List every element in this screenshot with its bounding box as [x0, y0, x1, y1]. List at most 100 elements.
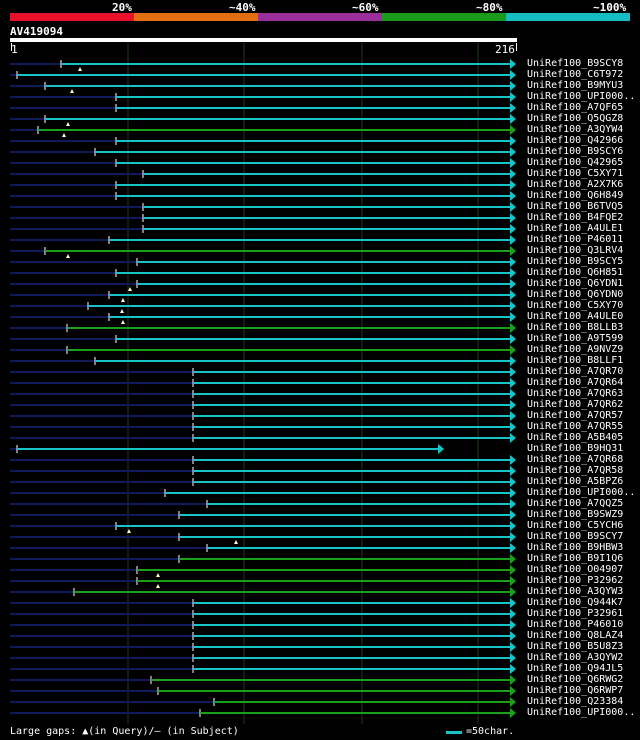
hit-end-arrow — [510, 246, 516, 256]
hit-label[interactable]: UniRef100_Q23384 — [527, 696, 624, 707]
hit-label[interactable]: UniRef100_C5YCH6 — [527, 520, 624, 531]
hit-label[interactable]: UniRef100_B9SCY8 — [527, 58, 624, 69]
hit-end-arrow — [510, 59, 516, 69]
hit-label[interactable]: UniRef100_UPI000.. — [527, 487, 636, 498]
hit-row — [10, 345, 516, 355]
hit-label[interactable]: UniRef100_Q5QGZ8 — [527, 113, 624, 124]
query-gap-marker — [62, 133, 66, 137]
hit-label[interactable]: UniRef100_Q94JL5 — [527, 663, 624, 674]
scale-label: =50char. — [466, 726, 515, 737]
hit-row — [10, 356, 516, 366]
hit-label[interactable]: UniRef100_B6TVQ5 — [527, 201, 624, 212]
hit-label[interactable]: UniRef100_B9HQ31 — [527, 443, 624, 454]
hit-row — [10, 202, 516, 212]
hit-label[interactable]: UniRef100_Q6H851 — [527, 267, 624, 278]
hit-label[interactable]: UniRef100_P46010 — [527, 619, 624, 630]
hit-label[interactable]: UniRef100_A7QR55 — [527, 421, 624, 432]
hit-label[interactable]: UniRef100_Q6YDN0 — [527, 289, 624, 300]
hit-end-arrow — [510, 488, 516, 498]
hit-label[interactable]: UniRef100_A3QYW4 — [527, 124, 624, 135]
hit-label[interactable]: UniRef100_A7QF65 — [527, 102, 624, 113]
hit-label[interactable]: UniRef100_B9MYU3 — [527, 80, 624, 91]
hit-label[interactable]: UniRef100_B8LLF1 — [527, 355, 624, 366]
hit-end-arrow — [510, 708, 516, 718]
hit-label[interactable]: UniRef100_Q944K7 — [527, 597, 624, 608]
hit-label[interactable]: UniRef100_Q6RWP7 — [527, 685, 624, 696]
large-gaps-legend: Large gaps: ▲(in Query)/– (in Subject) — [10, 726, 239, 737]
hit-end-arrow — [510, 378, 516, 388]
hit-end-arrow — [510, 224, 516, 234]
hit-label[interactable]: UniRef100_O04907 — [527, 564, 624, 575]
hit-label[interactable]: UniRef100_B9SCY6 — [527, 146, 624, 157]
hit-label[interactable]: UniRef100_A3QYW3 — [527, 586, 624, 597]
hit-label[interactable]: UniRef100_Q42965 — [527, 157, 624, 168]
hit-label[interactable]: UniRef100_A7QR62 — [527, 399, 624, 410]
axis-end-tick — [516, 43, 517, 51]
hit-label[interactable]: UniRef100_A9NVZ9 — [527, 344, 624, 355]
hit-end-arrow — [510, 466, 516, 476]
legend-swatch-2 — [258, 13, 382, 21]
hit-row — [10, 180, 516, 190]
hit-row — [10, 334, 516, 344]
hit-label[interactable]: UniRef100_A4ULE0 — [527, 311, 624, 322]
hit-row — [10, 565, 516, 577]
hit-label[interactable]: UniRef100_A5BPZ6 — [527, 476, 624, 487]
hit-label[interactable]: UniRef100_B8LLB3 — [527, 322, 624, 333]
hit-row — [10, 466, 516, 476]
hit-label[interactable]: UniRef100_A9T599 — [527, 333, 624, 344]
hit-label[interactable]: UniRef100_UPI000.. — [527, 91, 636, 102]
hit-label[interactable]: UniRef100_Q42966 — [527, 135, 624, 146]
hit-label[interactable]: UniRef100_P32961 — [527, 608, 624, 619]
hit-row — [10, 268, 516, 278]
hit-label[interactable]: UniRef100_Q6YDN1 — [527, 278, 624, 289]
hit-label[interactable]: UniRef100_B9SCY5 — [527, 256, 624, 267]
hit-label[interactable]: UniRef100_Q6RWG2 — [527, 674, 624, 685]
hit-end-arrow — [510, 191, 516, 201]
hit-row — [10, 521, 516, 533]
hit-row — [10, 59, 516, 71]
hit-row — [10, 609, 516, 619]
hit-end-arrow — [510, 389, 516, 399]
hit-row — [10, 290, 516, 302]
hit-label[interactable]: UniRef100_B9SCY7 — [527, 531, 624, 542]
hit-label[interactable]: UniRef100_UPI000.. — [527, 707, 636, 718]
hit-label[interactable]: UniRef100_B4FQE2 — [527, 212, 624, 223]
hit-label[interactable]: UniRef100_C6T972 — [527, 69, 624, 80]
hit-end-arrow — [510, 356, 516, 366]
hit-label[interactable]: UniRef100_Q3LRV4 — [527, 245, 624, 256]
hit-label[interactable]: UniRef100_B9HBW3 — [527, 542, 624, 553]
hit-label[interactable]: UniRef100_P32962 — [527, 575, 624, 586]
hit-end-arrow — [510, 213, 516, 223]
hit-end-arrow — [510, 499, 516, 509]
hit-label[interactable]: UniRef100_A5B405 — [527, 432, 624, 443]
hit-label[interactable]: UniRef100_A7QQZ5 — [527, 498, 624, 509]
hit-row — [10, 158, 516, 168]
hit-label[interactable]: UniRef100_P46011 — [527, 234, 624, 245]
hit-label[interactable]: UniRef100_B9SWZ9 — [527, 509, 624, 520]
hit-label[interactable]: UniRef100_B5U8Z3 — [527, 641, 624, 652]
hit-label[interactable]: UniRef100_A7QR68 — [527, 454, 624, 465]
hit-label[interactable]: UniRef100_A3QYW2 — [527, 652, 624, 663]
hit-row — [10, 224, 516, 234]
hit-row — [10, 103, 516, 113]
hit-label[interactable]: UniRef100_C5XY70 — [527, 300, 624, 311]
hit-end-arrow — [510, 70, 516, 80]
hit-label[interactable]: UniRef100_A7QR64 — [527, 377, 624, 388]
hit-row — [10, 697, 516, 707]
hit-label[interactable]: UniRef100_A7QR63 — [527, 388, 624, 399]
hit-label[interactable]: UniRef100_A7QR58 — [527, 465, 624, 476]
hit-label[interactable]: UniRef100_C5XY71 — [527, 168, 624, 179]
hit-label[interactable]: UniRef100_A7QR57 — [527, 410, 624, 421]
hit-row — [10, 125, 516, 137]
hit-label[interactable]: UniRef100_Q8LAZ4 — [527, 630, 624, 641]
hit-label[interactable]: UniRef100_Q6H849 — [527, 190, 624, 201]
hit-row — [10, 422, 516, 432]
hit-label[interactable]: UniRef100_A4ULE1 — [527, 223, 624, 234]
hit-end-arrow — [510, 367, 516, 377]
hit-row — [10, 191, 516, 201]
hit-end-arrow — [510, 455, 516, 465]
hit-label[interactable]: UniRef100_A2X7K6 — [527, 179, 624, 190]
hit-row — [10, 532, 516, 544]
hit-label[interactable]: UniRef100_B9I1Q6 — [527, 553, 624, 564]
hit-label[interactable]: UniRef100_A7QR70 — [527, 366, 624, 377]
